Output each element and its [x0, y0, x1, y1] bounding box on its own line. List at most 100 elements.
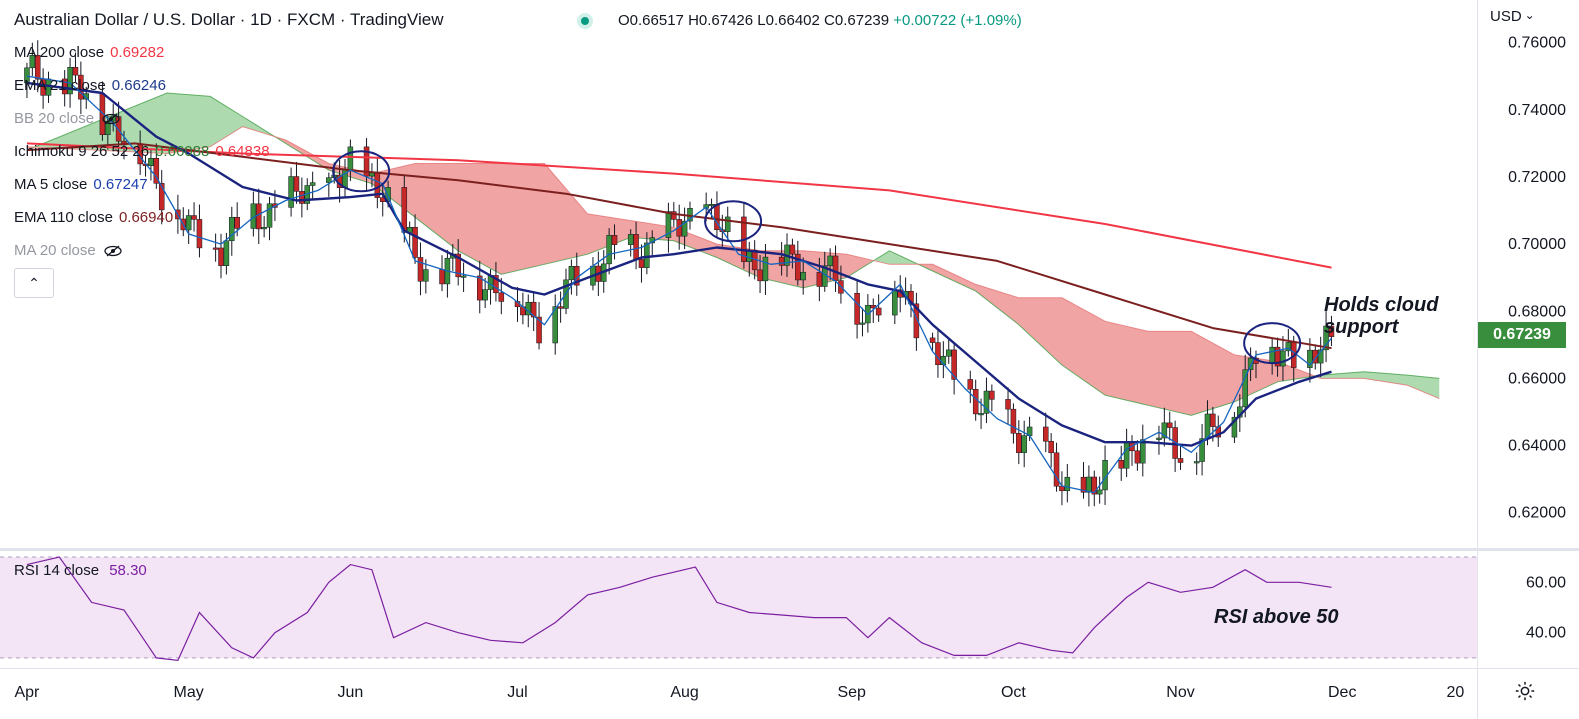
- candle-up: [223, 240, 230, 266]
- candle-up: [1161, 422, 1168, 439]
- price-tick-label: 0.70000: [1508, 236, 1566, 253]
- rsi-tick-label: 60.00: [1526, 574, 1566, 591]
- time-tick-label: Apr: [14, 684, 40, 701]
- price-tick-label: 0.68000: [1508, 303, 1566, 320]
- highlight-ellipse: [1243, 322, 1302, 365]
- candle-up: [800, 272, 806, 281]
- legend-row[interactable]: MA 200 close 0.69282: [14, 44, 164, 61]
- candle-down: [1016, 433, 1022, 453]
- candle-down: [1312, 349, 1319, 364]
- candle-down: [795, 253, 801, 281]
- legend-row[interactable]: MA 5 close 0.67247: [14, 176, 148, 193]
- candle-down: [1166, 422, 1173, 428]
- candle-down: [455, 253, 461, 278]
- legend-label: MA 5 close: [14, 176, 88, 193]
- legend-value: 0.69282: [110, 44, 165, 61]
- candle-up: [482, 289, 488, 301]
- change-value: +0.00722 (+1.09%): [893, 12, 1022, 29]
- candle-up: [67, 67, 73, 95]
- ohlc-readout: O0.66517 H0.67426 L0.66402 C0.67239 +0.0…: [618, 12, 1022, 29]
- cloud-bullish: [1315, 371, 1440, 399]
- candle-up: [309, 182, 316, 186]
- candle-down: [255, 203, 262, 230]
- candle-down: [778, 256, 785, 266]
- price-tick-label: 0.72000: [1508, 169, 1566, 186]
- price-tick-label: 0.64000: [1508, 438, 1566, 455]
- legend-row[interactable]: EMA 110 close 0.66940: [14, 209, 173, 226]
- series-line-ma-200-close: [26, 142, 1332, 269]
- candle-down: [1043, 426, 1049, 442]
- rsi-legend-value: 58.30: [109, 562, 147, 579]
- highlight-ellipse: [704, 200, 763, 243]
- rsi-legend[interactable]: RSI 14 close 58.30: [14, 562, 147, 579]
- candle-down: [439, 269, 445, 285]
- candle-down: [557, 306, 564, 309]
- candle-up: [945, 349, 952, 357]
- candle-down: [401, 187, 408, 233]
- collapse-legend-button[interactable]: ⌃: [14, 268, 54, 298]
- price-tick-label: 0.62000: [1508, 505, 1566, 522]
- rsi-line: [26, 556, 1332, 662]
- candle-down: [1048, 441, 1054, 454]
- price-tick-label: 0.74000: [1508, 102, 1566, 119]
- hidden-eye-icon[interactable]: [104, 245, 122, 257]
- time-tick-label: 20: [1447, 684, 1465, 701]
- chevron-down-icon: ⌄: [1524, 8, 1535, 22]
- legend-value: 0.67247: [93, 176, 148, 193]
- candle-down: [218, 247, 224, 266]
- symbol-title[interactable]: Australian Dollar / U.S. Dollar · 1D · F…: [14, 10, 444, 29]
- candle-up: [1231, 416, 1238, 438]
- candle-up: [627, 234, 634, 245]
- open-value: O0.66517: [618, 12, 684, 29]
- candle-up: [1199, 438, 1205, 462]
- annotation-cloud-line1: Holds cloud: [1324, 294, 1439, 316]
- gear-icon[interactable]: [1514, 680, 1536, 702]
- high-value: H0.67426: [688, 12, 754, 29]
- candle-up: [1021, 435, 1027, 453]
- legend-row[interactable]: EMA 21 close 0.66246: [14, 77, 166, 94]
- legend-row[interactable]: Ichimoku 9 26 52 26 0.66088 0.64838: [14, 143, 270, 160]
- time-tick-label: Nov: [1166, 684, 1194, 701]
- candle-down: [158, 183, 165, 211]
- candle-up: [1323, 325, 1329, 351]
- currency-selector[interactable]: USD ⌄: [1490, 8, 1535, 25]
- candle-down: [638, 259, 645, 268]
- candle-up: [423, 269, 429, 282]
- chevron-up-icon: ⌃: [28, 275, 40, 291]
- time-tick-label: Jul: [507, 684, 527, 701]
- legend-row[interactable]: BB 20 close: [14, 110, 120, 127]
- candle-down: [153, 158, 160, 184]
- candle-down: [191, 215, 197, 220]
- candle-down: [493, 275, 499, 294]
- candle-down: [363, 146, 370, 177]
- candle-down: [293, 176, 300, 192]
- candle-up: [644, 242, 650, 268]
- close-value: C0.67239: [824, 12, 890, 29]
- candle-down: [1005, 399, 1011, 410]
- candle-up: [347, 146, 354, 171]
- candle-down: [78, 74, 84, 100]
- legend-value: 0.66940: [118, 209, 174, 226]
- candle-up: [266, 203, 273, 228]
- candle-down: [1210, 413, 1216, 427]
- candle-down: [816, 272, 823, 287]
- time-tick-label: Aug: [670, 684, 698, 701]
- candle-down: [1328, 325, 1335, 337]
- candle-up: [1269, 346, 1275, 364]
- series-line-ma-5-close: [26, 75, 1333, 494]
- candle-up: [859, 322, 866, 325]
- hidden-eye-icon[interactable]: [102, 113, 120, 125]
- candle-up: [762, 256, 769, 282]
- candle-down: [854, 292, 860, 325]
- candle-up: [1242, 369, 1248, 408]
- legend-row[interactable]: MA 20 close: [14, 242, 122, 259]
- rsi-band: [0, 557, 1477, 658]
- price-tick-label: 0.76000: [1508, 35, 1566, 52]
- cloud-bearish: [919, 264, 1313, 416]
- candle-up: [1123, 442, 1130, 469]
- candle-up: [708, 204, 715, 207]
- candle-up: [1193, 461, 1200, 464]
- candle-down: [1053, 452, 1060, 487]
- candle-up: [1307, 349, 1313, 368]
